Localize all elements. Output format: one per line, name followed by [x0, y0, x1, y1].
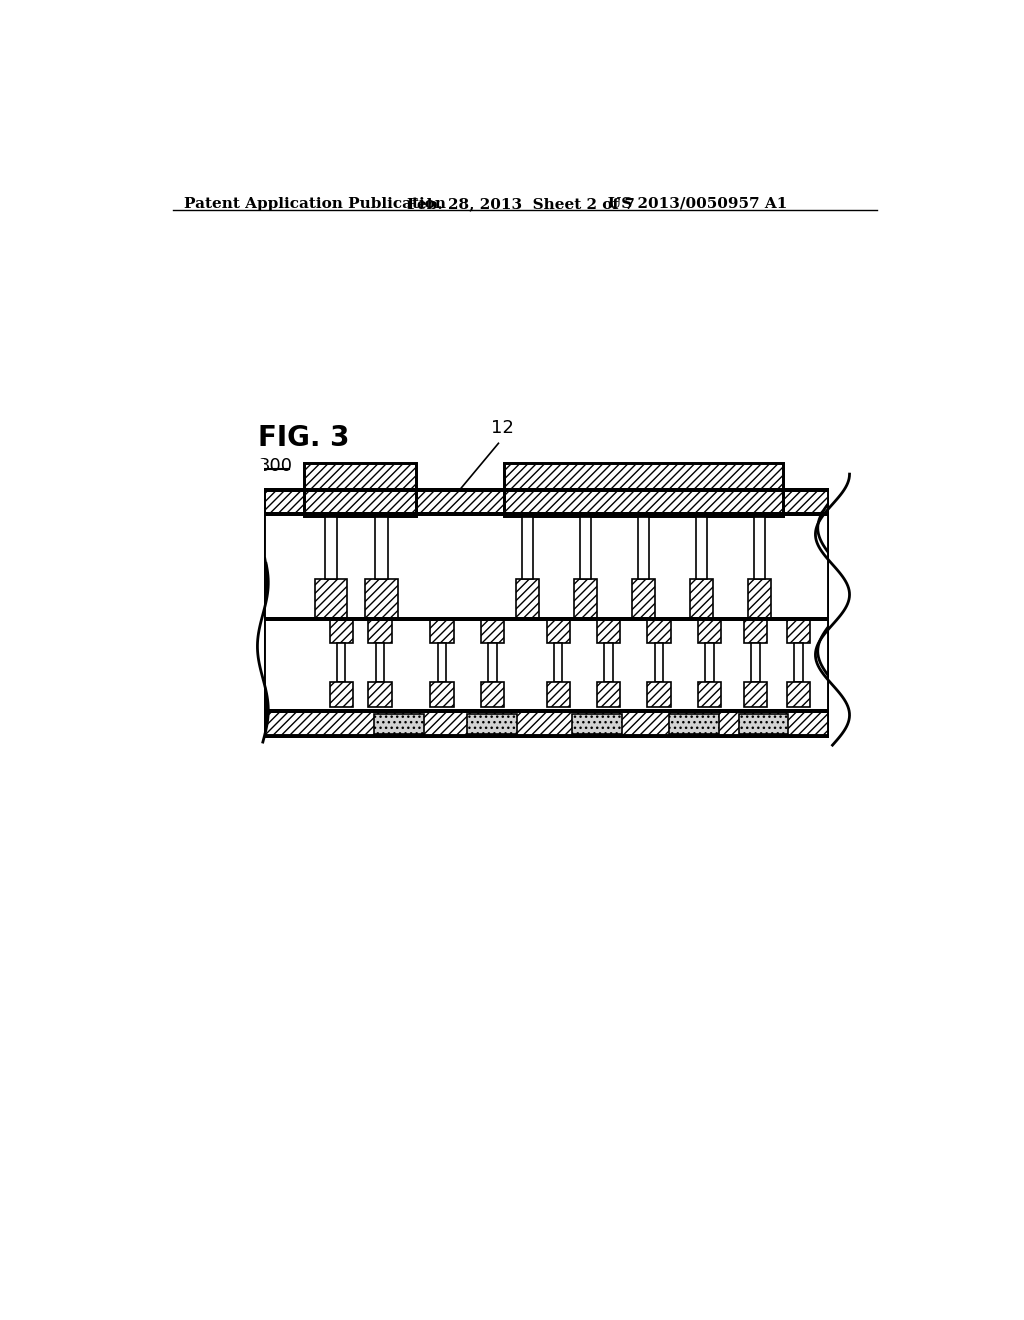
Bar	[547, 619, 569, 643]
Bar	[480, 682, 504, 708]
Text: US 2013/0050957 A1: US 2013/0050957 A1	[608, 197, 787, 211]
Bar	[547, 682, 569, 708]
Bar	[128, 459, 263, 751]
Bar	[795, 643, 803, 682]
Bar	[572, 714, 622, 734]
Bar	[437, 643, 446, 682]
Bar	[744, 619, 767, 643]
Bar	[752, 643, 760, 682]
Bar	[705, 643, 714, 682]
Bar	[366, 579, 397, 619]
Bar	[697, 682, 721, 708]
Bar	[504, 463, 783, 516]
Bar	[647, 619, 671, 643]
Bar	[744, 682, 767, 708]
Bar	[265, 515, 827, 618]
Bar	[337, 643, 345, 682]
Bar	[647, 682, 671, 708]
Bar	[755, 516, 765, 579]
Bar	[263, 490, 829, 737]
Bar	[504, 463, 783, 516]
Bar	[304, 463, 417, 516]
Bar	[369, 682, 391, 708]
Bar	[654, 643, 664, 682]
Bar	[314, 579, 347, 619]
Bar	[829, 462, 923, 747]
Bar	[580, 516, 591, 579]
Bar	[375, 516, 388, 579]
Bar	[263, 490, 829, 737]
Bar	[829, 459, 930, 751]
Bar	[263, 490, 829, 515]
Text: 300: 300	[258, 457, 292, 475]
Bar	[488, 643, 497, 682]
Bar	[632, 579, 655, 619]
Bar	[265, 619, 827, 710]
Bar	[330, 682, 352, 708]
Text: Patent Application Publication: Patent Application Publication	[183, 197, 445, 211]
Bar	[480, 619, 504, 643]
Bar	[697, 619, 721, 643]
Bar	[304, 463, 417, 516]
Bar	[748, 579, 771, 619]
Bar	[375, 714, 424, 734]
Bar	[604, 643, 612, 682]
Bar	[430, 682, 454, 708]
Bar	[467, 714, 517, 734]
Bar	[330, 619, 352, 643]
Bar	[696, 516, 707, 579]
Bar	[376, 643, 384, 682]
Bar	[638, 516, 649, 579]
Bar	[369, 619, 391, 643]
Bar	[597, 682, 621, 708]
Text: Feb. 28, 2013  Sheet 2 of 7: Feb. 28, 2013 Sheet 2 of 7	[407, 197, 635, 211]
Bar	[554, 643, 562, 682]
Bar	[786, 619, 810, 643]
Bar	[573, 579, 597, 619]
Bar	[263, 711, 829, 737]
Bar	[738, 714, 788, 734]
Bar	[263, 513, 829, 711]
Bar	[786, 682, 810, 708]
Text: FIG. 3: FIG. 3	[258, 424, 350, 451]
Bar	[521, 516, 532, 579]
Bar	[128, 462, 263, 747]
Bar	[325, 516, 337, 579]
Bar	[430, 619, 454, 643]
Bar	[515, 579, 539, 619]
Bar	[597, 619, 621, 643]
Bar	[669, 714, 719, 734]
Bar	[263, 513, 829, 711]
Bar	[690, 579, 713, 619]
Text: 200: 200	[208, 603, 242, 622]
Text: 12: 12	[490, 420, 514, 437]
